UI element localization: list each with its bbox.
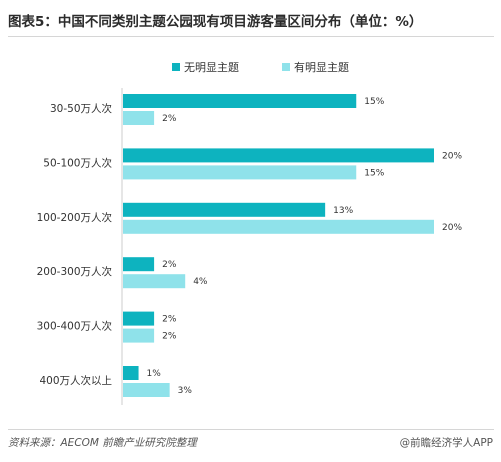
data-label: 20% <box>442 151 462 161</box>
bar-no-theme <box>123 257 155 272</box>
data-label: 2% <box>162 315 177 325</box>
bar-no-theme <box>123 311 155 326</box>
category-label: 200-300万人次 <box>37 265 113 278</box>
bar-no-theme <box>123 94 357 108</box>
data-label: 20% <box>442 223 462 233</box>
data-label: 1% <box>147 369 162 379</box>
data-label: 15% <box>364 168 384 178</box>
bar-no-theme <box>123 148 434 163</box>
data-label: 2% <box>162 114 177 124</box>
bar-with-theme <box>123 111 155 125</box>
data-label: 15% <box>364 97 384 107</box>
data-label: 2% <box>162 332 177 342</box>
category-label: 400万人次以上 <box>39 374 112 387</box>
brand-credit: @前瞻经济学人APP <box>399 437 493 449</box>
plot-area: 30-50万人次 15% 2% 50-100万人次 20% 15% 100-200万人次 13… <box>37 94 462 397</box>
bar-no-theme <box>123 366 139 380</box>
source-note: 资料来源：AECOM 前瞻产业研究院整理 <box>8 437 197 449</box>
legend: 无明显主题 有明显主题 <box>172 60 349 74</box>
title-divider <box>8 36 494 37</box>
legend-swatch-with-theme <box>282 63 290 71</box>
bar-with-theme <box>123 274 186 289</box>
category-label: 100-200万人次 <box>37 211 113 224</box>
chart-title: 图表5：中国不同类别主题公园现有项目游客量区间分布（单位：%） <box>8 14 423 30</box>
footer-divider <box>8 429 494 430</box>
data-label: 4% <box>193 277 208 287</box>
bar-with-theme <box>123 383 170 397</box>
bar-with-theme <box>123 165 357 180</box>
category-label: 30-50万人次 <box>50 102 113 115</box>
data-label: 3% <box>178 386 193 396</box>
legend-label-with-theme: 有明显主题 <box>294 60 349 74</box>
category-label: 50-100万人次 <box>43 156 112 169</box>
category-label: 300-400万人次 <box>37 320 113 333</box>
legend-label-no-theme: 无明显主题 <box>184 61 239 74</box>
data-label: 2% <box>162 260 177 270</box>
legend-swatch-no-theme <box>172 63 180 71</box>
data-label: 13% <box>333 206 353 216</box>
bar-no-theme <box>123 202 326 217</box>
bar-with-theme <box>123 328 155 343</box>
bar-with-theme <box>123 219 434 234</box>
